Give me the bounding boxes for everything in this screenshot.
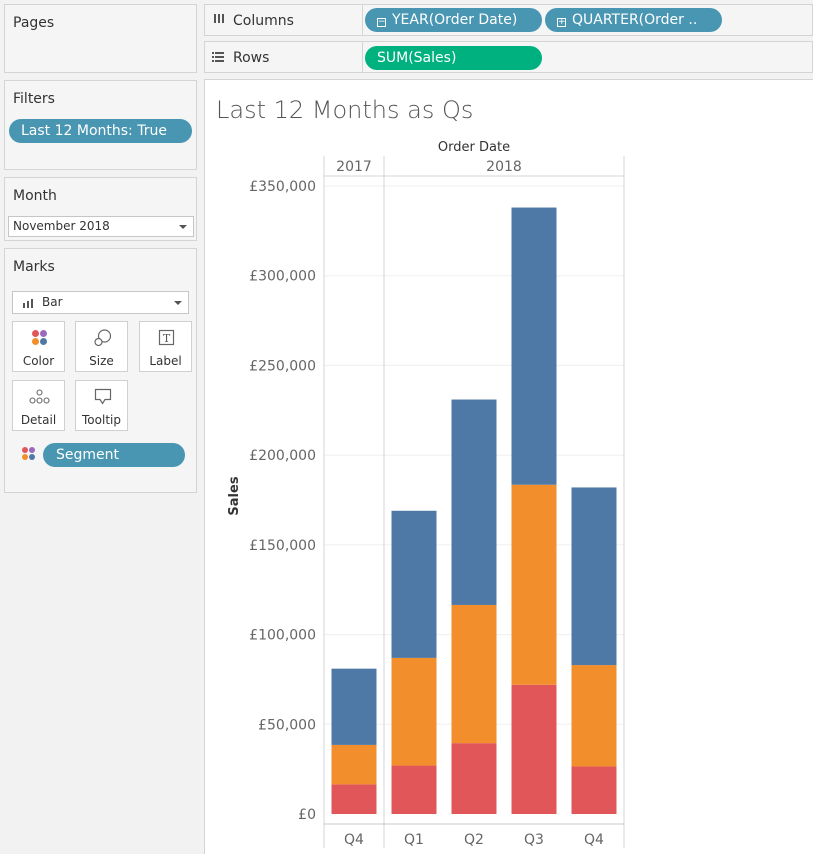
month-title: Month [13, 188, 57, 204]
pages-title: Pages [13, 15, 55, 31]
color-icon [22, 447, 35, 460]
y-tick-label: £150,000 [249, 538, 316, 554]
tooltip-label: Tooltip [82, 413, 121, 427]
year-header-label: 2018 [486, 159, 522, 175]
bar-segment [331, 668, 377, 745]
segment-color-pill[interactable]: Segment [43, 443, 185, 467]
sum-sales-pill[interactable]: SUM(Sales) [365, 46, 542, 70]
label-button[interactable]: T Label [139, 321, 192, 372]
x-tick-label: Q1 [404, 832, 424, 848]
year-order-date-pill[interactable]: − YEAR(Order Date) [365, 8, 542, 32]
bar-segment [571, 766, 617, 814]
year-order-date-label: YEAR(Order Date) [392, 12, 518, 28]
color-icon [32, 330, 47, 345]
filters-title: Filters [13, 91, 55, 107]
rows-label: Rows [233, 50, 270, 66]
chevron-down-icon [179, 224, 187, 229]
detail-label: Detail [20, 413, 57, 427]
rows-shelf[interactable]: SUM(Sales) [363, 41, 813, 73]
worksheet-title: Last 12 Months as Qs [216, 96, 474, 124]
size-button[interactable]: Size [75, 321, 128, 372]
label-label: Label [149, 354, 182, 368]
bar-segment [451, 604, 497, 744]
y-tick-label: £200,000 [249, 448, 316, 464]
collapse-icon: − [377, 17, 386, 27]
columns-shelf[interactable]: − YEAR(Order Date) + QUARTER(Order .. [363, 4, 813, 36]
quarter-order-date-pill[interactable]: + QUARTER(Order .. [545, 8, 722, 32]
pages-card[interactable]: Pages [4, 4, 197, 73]
bar-segment [511, 207, 557, 485]
column-header-title: Order Date [438, 140, 510, 155]
bar-segment [571, 487, 617, 666]
bar-segment [391, 765, 437, 814]
expand-icon: + [557, 17, 566, 27]
month-dropdown[interactable]: November 2018 [8, 216, 194, 237]
month-card: Month November 2018 [4, 177, 197, 241]
columns-icon [214, 14, 224, 23]
svg-text:T: T [163, 332, 171, 345]
size-label: Size [89, 354, 114, 368]
size-icon [94, 329, 112, 347]
tooltip-button[interactable]: Tooltip [75, 380, 128, 431]
sales-chart: £0 £50,000 £100,000 £150,000 £200,000 £250,00… [227, 140, 625, 848]
y-axis-title: Sales [227, 476, 242, 515]
mark-type-dropdown[interactable]: Bar [12, 291, 189, 314]
bar-segment [391, 657, 437, 766]
y-tick-label: £350,000 [249, 179, 316, 195]
color-label: Color [22, 354, 55, 368]
y-tick-label: £0 [298, 807, 316, 823]
bar-segment [331, 744, 377, 785]
rows-shelf-header: Rows [204, 41, 363, 73]
bar-segment [571, 665, 617, 767]
text-label-icon: T [158, 329, 175, 346]
bar-segment [451, 399, 497, 605]
y-tick-label: £250,000 [249, 358, 316, 374]
bar-chart-icon [23, 299, 33, 308]
bar-segment [511, 484, 557, 685]
marks-card: Marks Bar Color Size T Label [4, 248, 197, 493]
filter-pill-last-12-months[interactable]: Last 12 Months: True [9, 119, 192, 143]
rows-icon [212, 52, 224, 62]
year-header-label: 2017 [336, 159, 372, 175]
x-tick-label: Q3 [524, 832, 544, 848]
x-tick-label: Q4 [584, 832, 604, 848]
month-value: November 2018 [13, 219, 110, 233]
bar-segment [511, 684, 557, 814]
bar-segment [391, 510, 437, 658]
tooltip-icon [94, 388, 112, 405]
mark-type-value: Bar [42, 295, 63, 309]
x-tick-label: Q4 [344, 832, 364, 848]
color-button[interactable]: Color [12, 321, 65, 372]
detail-button[interactable]: Detail [12, 380, 65, 431]
y-tick-label: £50,000 [258, 717, 316, 733]
y-tick-label: £100,000 [249, 628, 316, 644]
columns-shelf-header: Columns [204, 4, 363, 36]
quarter-order-date-label: QUARTER(Order .. [572, 12, 698, 28]
bar-segment [331, 784, 377, 814]
bar-segment [451, 743, 497, 814]
filters-card: Filters Last 12 Months: True [4, 80, 197, 170]
columns-label: Columns [233, 13, 294, 29]
detail-icon [29, 389, 50, 404]
worksheet-view: Last 12 Months as Qs £0 £50,000 £100,000 £1… [204, 79, 813, 854]
y-tick-label: £300,000 [249, 269, 316, 285]
marks-title: Marks [13, 259, 55, 275]
chevron-down-icon [174, 300, 182, 305]
x-tick-label: Q2 [464, 832, 484, 848]
